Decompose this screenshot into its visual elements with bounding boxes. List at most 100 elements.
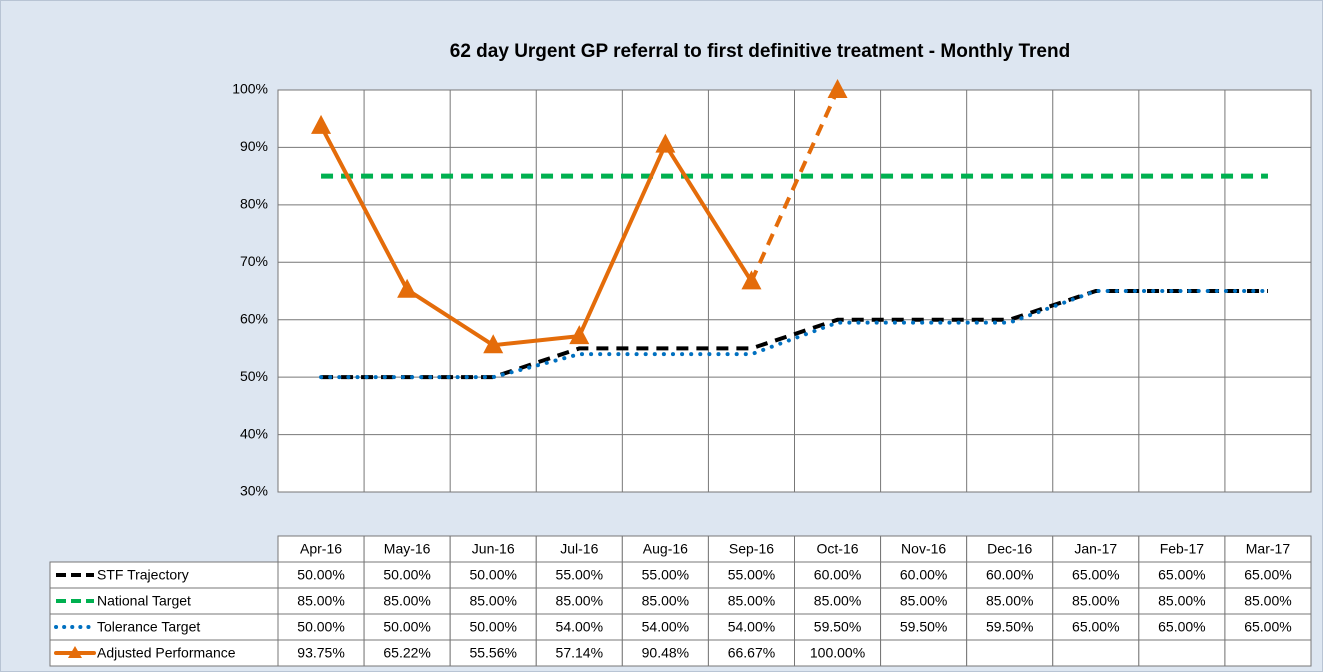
table-value: 85.00% — [986, 593, 1033, 609]
table-value: 55.00% — [642, 567, 689, 583]
table-cell — [1224, 535, 1312, 563]
table-cell — [966, 535, 1054, 563]
table-cell — [1224, 613, 1312, 641]
table-value: 55.00% — [556, 567, 603, 583]
table-cell — [966, 561, 1054, 589]
y-tick-label: 30% — [240, 483, 268, 499]
x-tick-label: Mar-17 — [1246, 541, 1291, 557]
table-cell — [707, 561, 796, 589]
y-tick-label: 70% — [240, 253, 268, 269]
table-value: 50.00% — [297, 619, 344, 635]
table-value: 50.00% — [469, 567, 516, 583]
table-cell — [621, 561, 709, 589]
table-value: 65.00% — [1158, 619, 1205, 635]
data-point — [311, 114, 332, 134]
data-point — [655, 133, 676, 153]
table-cell — [621, 639, 709, 667]
table-cell — [1224, 639, 1312, 667]
data-point — [569, 325, 590, 345]
data-point — [741, 270, 762, 290]
table-cell — [535, 613, 623, 641]
table-value: 85.00% — [728, 593, 775, 609]
x-tick-label: May-16 — [384, 541, 431, 557]
x-tick-label: Apr-16 — [300, 541, 342, 557]
table-cell — [794, 561, 882, 589]
table-value: 85.00% — [642, 593, 689, 609]
y-tick-label: 40% — [240, 425, 268, 441]
x-tick-label: Sep-16 — [729, 541, 774, 557]
table-value: 65.00% — [1158, 567, 1205, 583]
y-tick-label: 50% — [240, 368, 268, 384]
table-cell — [707, 639, 796, 667]
table-cell — [1138, 613, 1226, 641]
table-value: 85.00% — [1158, 593, 1205, 609]
table-cell — [1052, 613, 1140, 641]
table-value: 60.00% — [986, 567, 1033, 583]
legend-label: STF Trajectory — [97, 567, 189, 583]
legend-label: Adjusted Performance — [97, 645, 236, 661]
y-tick-label: 80% — [240, 196, 268, 212]
table-value: 90.48% — [642, 645, 689, 661]
table-value: 85.00% — [814, 593, 861, 609]
table-value: 65.00% — [1244, 619, 1291, 635]
table-cell — [1052, 561, 1140, 589]
table-value: 93.75% — [297, 645, 344, 661]
table-value: 85.00% — [297, 593, 344, 609]
table-cell — [363, 587, 451, 615]
table-cell — [966, 639, 1054, 667]
table-value: 54.00% — [728, 619, 775, 635]
table-cell — [1052, 639, 1140, 667]
table-value: 55.00% — [728, 567, 775, 583]
data-point — [397, 278, 418, 298]
table-cell — [363, 535, 451, 563]
data-point — [827, 79, 848, 98]
table-cell — [277, 561, 365, 589]
table-value: 60.00% — [900, 567, 947, 583]
table-cell — [535, 561, 623, 589]
table-cell — [880, 639, 968, 667]
x-tick-label: Nov-16 — [901, 541, 946, 557]
table-cell — [1138, 535, 1226, 563]
table-value: 54.00% — [556, 619, 603, 635]
table-cell — [277, 613, 365, 641]
table-value: 59.50% — [900, 619, 947, 635]
legend-label: Tolerance Target — [97, 619, 200, 635]
table-value: 85.00% — [1072, 593, 1119, 609]
table-cell — [1138, 639, 1226, 667]
table-cell — [880, 587, 968, 615]
table-cell — [1224, 587, 1312, 615]
table-cell — [1138, 561, 1226, 589]
table-cell — [621, 587, 709, 615]
table-value: 66.67% — [728, 645, 775, 661]
x-tick-label: Aug-16 — [643, 541, 688, 557]
table-cell — [535, 535, 623, 563]
table-cell — [794, 639, 882, 667]
table-value: 85.00% — [900, 593, 947, 609]
table-cell — [363, 639, 451, 667]
table-value: 100.00% — [810, 645, 865, 661]
x-tick-label: Jun-16 — [472, 541, 515, 557]
table-cell — [535, 587, 623, 615]
table-value: 65.00% — [1244, 567, 1291, 583]
table-cell — [794, 535, 882, 563]
plot-border — [277, 89, 1312, 493]
legend-label: National Target — [97, 593, 191, 609]
table-value: 65.00% — [1072, 619, 1119, 635]
table-cell — [794, 613, 882, 641]
table-cell — [880, 613, 968, 641]
legend-marker — [68, 646, 82, 658]
table-cell — [707, 535, 796, 563]
x-tick-label: Jan-17 — [1074, 541, 1117, 557]
table-cell — [880, 535, 968, 563]
series-line — [321, 289, 1268, 380]
series-line — [749, 89, 840, 283]
table-value: 50.00% — [383, 567, 430, 583]
table-value: 50.00% — [383, 619, 430, 635]
table-value: 57.14% — [556, 645, 603, 661]
x-tick-label: Dec-16 — [987, 541, 1032, 557]
table-cell — [449, 639, 537, 667]
table-value: 50.00% — [297, 567, 344, 583]
table-value: 60.00% — [814, 567, 861, 583]
y-tick-label: 90% — [240, 138, 268, 154]
